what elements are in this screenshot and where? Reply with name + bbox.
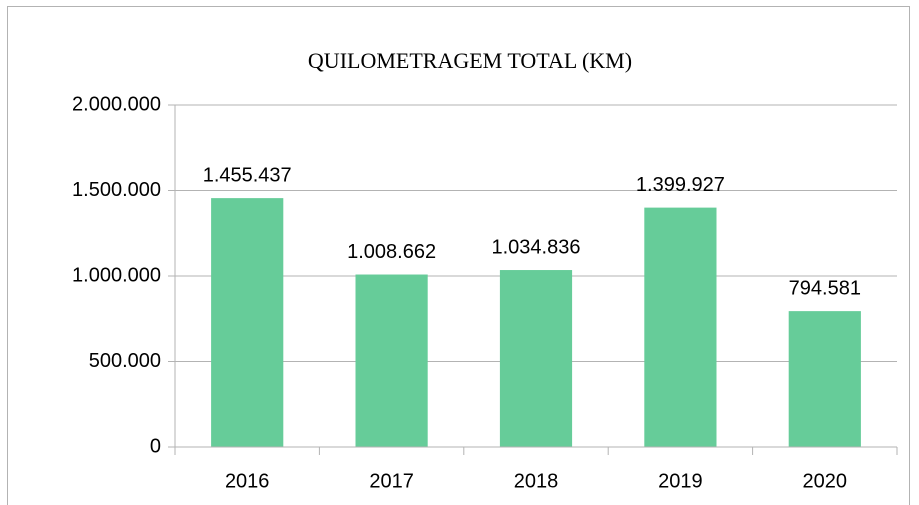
y-tick-label: 1.000.000 [72,264,161,286]
bar [355,274,428,447]
y-tick-label: 0 [150,435,161,457]
data-label: 1.008.662 [347,241,436,263]
bar [644,207,717,447]
data-label: 794.581 [789,277,861,299]
y-tick-label: 1.500.000 [72,179,161,201]
data-label: 1.455.437 [203,164,292,186]
x-tick-label: 2019 [658,470,703,492]
y-tick-label: 500.000 [89,350,161,372]
x-tick-label: 2017 [369,470,414,492]
bar [499,270,573,447]
data-label: 1.034.836 [492,236,581,258]
bar [211,198,284,447]
data-label: 1.399.927 [636,174,725,196]
chart-frame [7,6,910,505]
bar [788,311,861,447]
y-tick-label: 2.000.000 [72,93,161,115]
x-tick-label: 2020 [803,470,848,492]
chart-title: QUILOMETRAGEM TOTAL (KM) [308,48,632,73]
x-tick-label: 2018 [514,470,559,492]
x-tick-label: 2016 [225,470,270,492]
